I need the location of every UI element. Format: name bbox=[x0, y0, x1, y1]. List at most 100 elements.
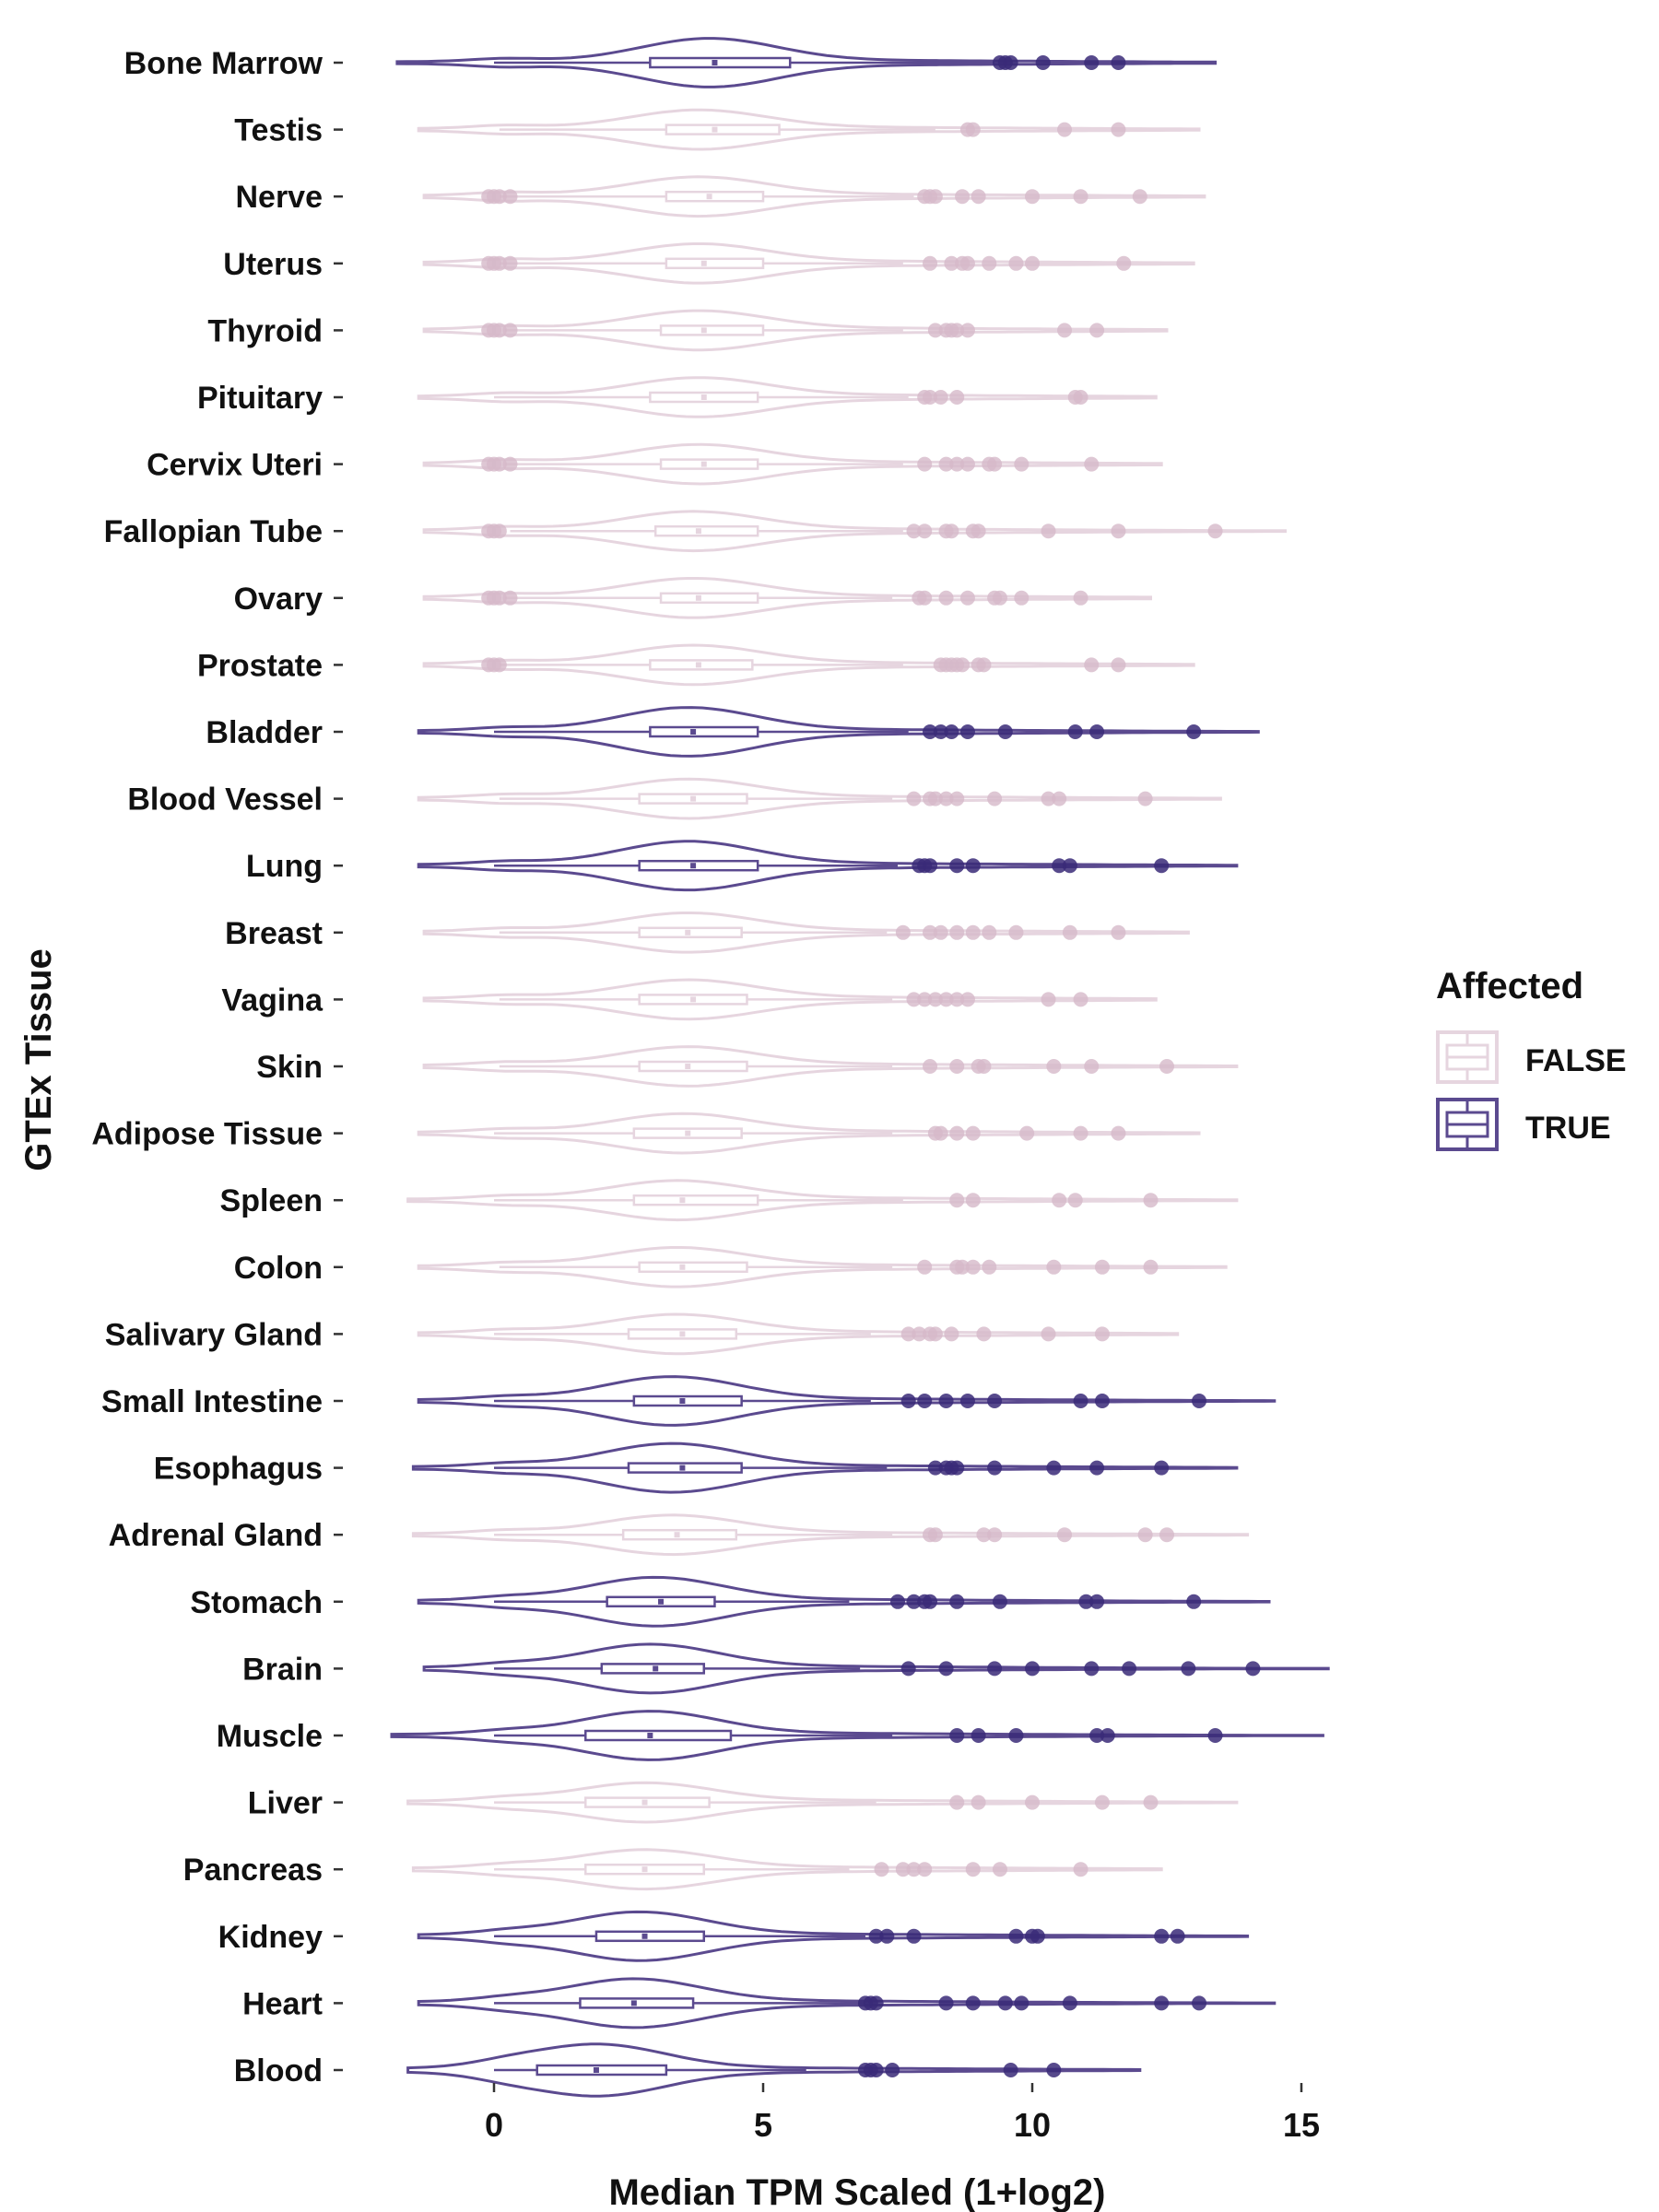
violin-group-heart bbox=[417, 1977, 1277, 2030]
y-tick-label-spleen: Spleen bbox=[220, 1183, 323, 1218]
legend: Affected FALSE TRUE bbox=[1436, 966, 1627, 1151]
y-tick-label-esophagus: Esophagus bbox=[154, 1452, 323, 1487]
median-esophagus bbox=[679, 1465, 686, 1471]
outlier-point-ovary bbox=[938, 590, 954, 606]
outlier-point-thyroid bbox=[927, 323, 943, 338]
outlier-point-breast bbox=[1062, 924, 1077, 940]
median-liver bbox=[641, 1799, 648, 1806]
outlier-point-nerve bbox=[971, 189, 986, 205]
outlier-point-nerve bbox=[1073, 189, 1088, 205]
outlier-point-vagina bbox=[1041, 992, 1056, 1007]
median-skin bbox=[685, 1064, 691, 1069]
outlier-point-fallopian-tube bbox=[491, 524, 507, 539]
box-testis bbox=[665, 124, 781, 135]
outlier-point-nerve bbox=[955, 189, 971, 205]
outlier-point-fallopian-tube bbox=[906, 524, 922, 539]
violin-pituitary bbox=[417, 376, 1158, 418]
violin-group-fallopian-tube bbox=[422, 510, 1287, 553]
y-axis: Bone Marrow Testis Nerve Uterus Thyroid Pitui… bbox=[91, 46, 343, 2088]
median-stomach bbox=[658, 1598, 665, 1605]
median-blood-vessel bbox=[690, 795, 697, 802]
violin-group-kidney bbox=[417, 1910, 1250, 1962]
outlier-point-salivary-gland bbox=[944, 1326, 959, 1342]
violin-group-small-intestine bbox=[417, 1375, 1277, 1427]
outlier-point-heart bbox=[1154, 1995, 1170, 2011]
outlier-point-blood-vessel bbox=[1052, 791, 1067, 806]
median-pancreas bbox=[641, 1866, 648, 1873]
outlier-point-kidney bbox=[1030, 1928, 1045, 1944]
outlier-point-small-intestine bbox=[917, 1394, 933, 1408]
outlier-point-prostate bbox=[1084, 657, 1100, 673]
violin-adrenal-gland bbox=[411, 1513, 1250, 1557]
outlier-point-vagina bbox=[1073, 992, 1088, 1007]
outlier-point-prostate bbox=[1111, 657, 1126, 673]
outlier-point-skin bbox=[1159, 1059, 1174, 1074]
outlier-point-liver bbox=[949, 1794, 965, 1810]
box-pituitary bbox=[649, 391, 759, 404]
outlier-point-muscle bbox=[1100, 1728, 1115, 1743]
outlier-point-vagina bbox=[917, 992, 933, 1007]
x-tick-label-15: 15 bbox=[1283, 2106, 1320, 2144]
box-kidney bbox=[594, 1930, 706, 1943]
outlier-point-adipose-tissue bbox=[1019, 1125, 1035, 1141]
outlier-point-pancreas bbox=[906, 1862, 922, 1877]
x-tick-label-10: 10 bbox=[1014, 2106, 1051, 2144]
outlier-point-heart bbox=[965, 1995, 981, 2011]
outlier-point-fallopian-tube bbox=[971, 524, 986, 539]
outlier-point-fallopian-tube bbox=[917, 524, 933, 539]
outlier-point-nerve bbox=[927, 189, 943, 205]
violin-group-uterus bbox=[422, 242, 1195, 285]
outlier-point-ovary bbox=[1073, 590, 1088, 606]
x-tick-label-0: 0 bbox=[485, 2106, 503, 2144]
outlier-point-liver bbox=[971, 1794, 986, 1810]
box-adipose-tissue bbox=[632, 1127, 743, 1139]
outlier-point-stomach bbox=[992, 1594, 1007, 1609]
violin-group-prostate bbox=[422, 643, 1195, 687]
outlier-point-pancreas bbox=[895, 1862, 911, 1877]
outlier-point-adipose-tissue bbox=[965, 1125, 981, 1141]
legend-label-false: FALSE bbox=[1525, 1043, 1627, 1078]
violin-group-colon bbox=[417, 1246, 1228, 1288]
y-tick-label-breast: Breast bbox=[225, 916, 323, 951]
box-bladder bbox=[649, 725, 759, 738]
outlier-point-lung bbox=[923, 858, 938, 874]
outlier-point-lung bbox=[1062, 858, 1077, 874]
median-lung bbox=[690, 863, 697, 869]
median-salivary-gland bbox=[679, 1331, 686, 1337]
outlier-point-fallopian-tube bbox=[1207, 524, 1223, 539]
y-tick-label-colon: Colon bbox=[234, 1251, 323, 1286]
outlier-point-pancreas bbox=[917, 1862, 933, 1877]
outlier-point-blood bbox=[885, 2063, 900, 2077]
outlier-point-uterus bbox=[491, 255, 507, 271]
violin-stomach bbox=[417, 1575, 1271, 1628]
y-tick-label-vagina: Vagina bbox=[221, 982, 324, 1018]
box-uterus bbox=[665, 257, 765, 270]
outlier-point-testis bbox=[1057, 122, 1073, 137]
outlier-point-stomach bbox=[1186, 1594, 1202, 1609]
outlier-point-muscle bbox=[1008, 1728, 1024, 1743]
violin-group-testis bbox=[417, 108, 1201, 151]
outlier-point-uterus bbox=[982, 255, 997, 271]
outlier-point-bladder bbox=[1089, 724, 1105, 739]
outlier-point-pancreas bbox=[992, 1862, 1007, 1877]
outlier-point-nerve bbox=[1025, 189, 1040, 205]
median-nerve bbox=[706, 194, 712, 200]
y-tick-label-uterus: Uterus bbox=[223, 247, 323, 282]
violin-group-adrenal-gland bbox=[411, 1513, 1250, 1557]
median-spleen bbox=[679, 1197, 686, 1204]
outlier-point-thyroid bbox=[502, 323, 518, 338]
outlier-point-ovary bbox=[959, 590, 975, 606]
box-heart bbox=[579, 1997, 695, 2009]
violin-brain bbox=[422, 1642, 1330, 1695]
box-adrenal-gland bbox=[621, 1528, 738, 1541]
violin-esophagus bbox=[411, 1441, 1239, 1494]
outlier-point-spleen bbox=[1143, 1193, 1159, 1208]
outlier-point-stomach bbox=[949, 1594, 965, 1609]
outlier-point-colon bbox=[1094, 1259, 1110, 1275]
outlier-point-kidney bbox=[868, 1928, 884, 1944]
outlier-point-heart bbox=[997, 1995, 1013, 2011]
outlier-point-adrenal-gland bbox=[1137, 1527, 1153, 1543]
outlier-point-fallopian-tube bbox=[944, 524, 959, 539]
outlier-point-muscle bbox=[949, 1728, 965, 1743]
y-tick-label-pituitary: Pituitary bbox=[197, 381, 323, 416]
